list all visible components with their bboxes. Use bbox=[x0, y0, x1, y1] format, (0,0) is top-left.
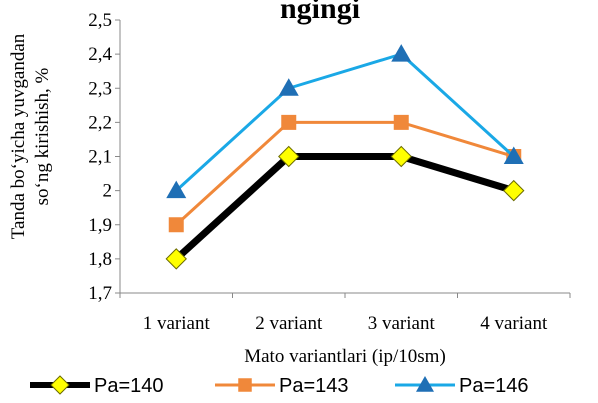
data-point-s3 bbox=[166, 180, 187, 199]
data-point-s2 bbox=[168, 217, 184, 233]
legend-label-2: Pa=143 bbox=[279, 375, 349, 397]
data-point-s3 bbox=[278, 78, 299, 96]
data-point-s1 bbox=[503, 179, 525, 202]
data-point-s2 bbox=[393, 114, 409, 130]
y-tick-label: 2,3 bbox=[88, 78, 112, 99]
x-tick-label: 1 variant bbox=[143, 313, 211, 334]
y-tick-label: 1,9 bbox=[88, 215, 112, 236]
series-line-2 bbox=[175, 120, 515, 226]
y-tick-label: 2,2 bbox=[88, 112, 112, 133]
data-point-s1 bbox=[165, 248, 187, 270]
y-axis-label-line: so‘ng kirishish, % bbox=[32, 67, 53, 205]
chart-title: ngingi bbox=[280, 0, 361, 25]
data-point-s2 bbox=[281, 114, 297, 130]
x-tick-label: 3 variant bbox=[368, 313, 436, 334]
x-axis-label: Mato variantlari (ip/10sm) bbox=[244, 346, 446, 367]
legend-marker-2 bbox=[238, 378, 252, 392]
series-line-3 bbox=[175, 52, 515, 192]
y-tick-label: 1,7 bbox=[88, 283, 112, 304]
legend-marker-3 bbox=[416, 376, 434, 392]
y-tick-label: 2,4 bbox=[88, 44, 112, 65]
data-point-s1 bbox=[278, 145, 300, 168]
data-point-s3 bbox=[391, 44, 412, 62]
legend-label-1: Pa=140 bbox=[94, 375, 164, 397]
y-tick-label: 2,1 bbox=[88, 147, 112, 168]
series-line-1 bbox=[173, 153, 515, 262]
x-tick-label: 4 variant bbox=[480, 313, 548, 334]
y-tick-label: 1,8 bbox=[88, 249, 112, 270]
legend-marker-1 bbox=[50, 375, 70, 395]
y-axis-label-line: Tanda bo‘yicha yuvgandan bbox=[8, 33, 29, 239]
y-tick-label: 2,5 bbox=[88, 10, 112, 31]
y-tick-label: 2 bbox=[103, 181, 113, 202]
data-point-s1 bbox=[390, 145, 412, 168]
legend-label-3: Pa=146 bbox=[459, 375, 529, 397]
x-tick-label: 2 variant bbox=[255, 313, 323, 334]
data-point-s3 bbox=[503, 146, 524, 164]
